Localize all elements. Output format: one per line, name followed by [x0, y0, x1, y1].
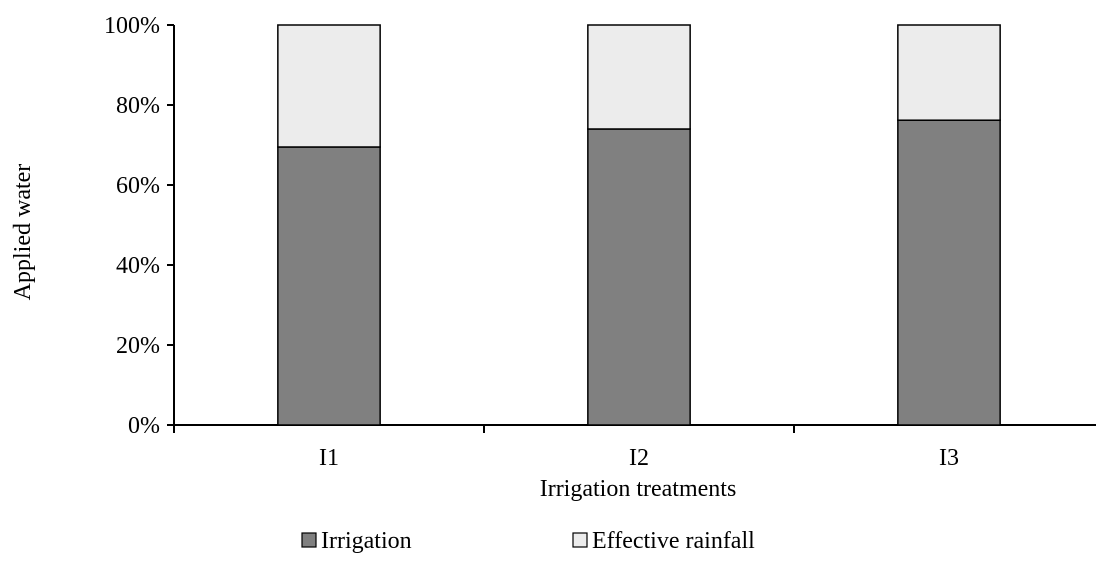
legend: Irrigation Effective rainfall [301, 528, 755, 554]
bar-effective-rainfall [277, 24, 381, 148]
y-tick-label: 0% [128, 413, 160, 439]
y-tick-label: 60% [116, 173, 160, 199]
y-axis-label: Applied water [10, 164, 36, 301]
x-tick-label: I2 [629, 445, 649, 471]
bar-irrigation [897, 119, 1001, 426]
bars [277, 24, 1001, 426]
legend-swatch [301, 532, 317, 548]
y-tick-label: 20% [116, 333, 160, 359]
legend-label: Irrigation [321, 528, 412, 554]
y-axis: 0% 20% 40% 60% 80% 100% [104, 13, 175, 439]
y-tick-label: 40% [116, 253, 160, 279]
bar-irrigation [587, 128, 691, 426]
x-tick-label: I3 [939, 445, 959, 471]
y-tick-label: 100% [104, 13, 160, 39]
bar-irrigation [277, 146, 381, 426]
bar-effective-rainfall [897, 24, 1001, 121]
bar-effective-rainfall [587, 24, 691, 130]
x-axis-label: Irrigation treatments [540, 476, 737, 502]
x-axis: I1 I2 I3 [173, 424, 1096, 471]
legend-swatch [572, 532, 588, 548]
y-tick-label: 80% [116, 93, 160, 119]
x-tick-label: I1 [319, 445, 339, 471]
legend-label: Effective rainfall [592, 528, 755, 554]
